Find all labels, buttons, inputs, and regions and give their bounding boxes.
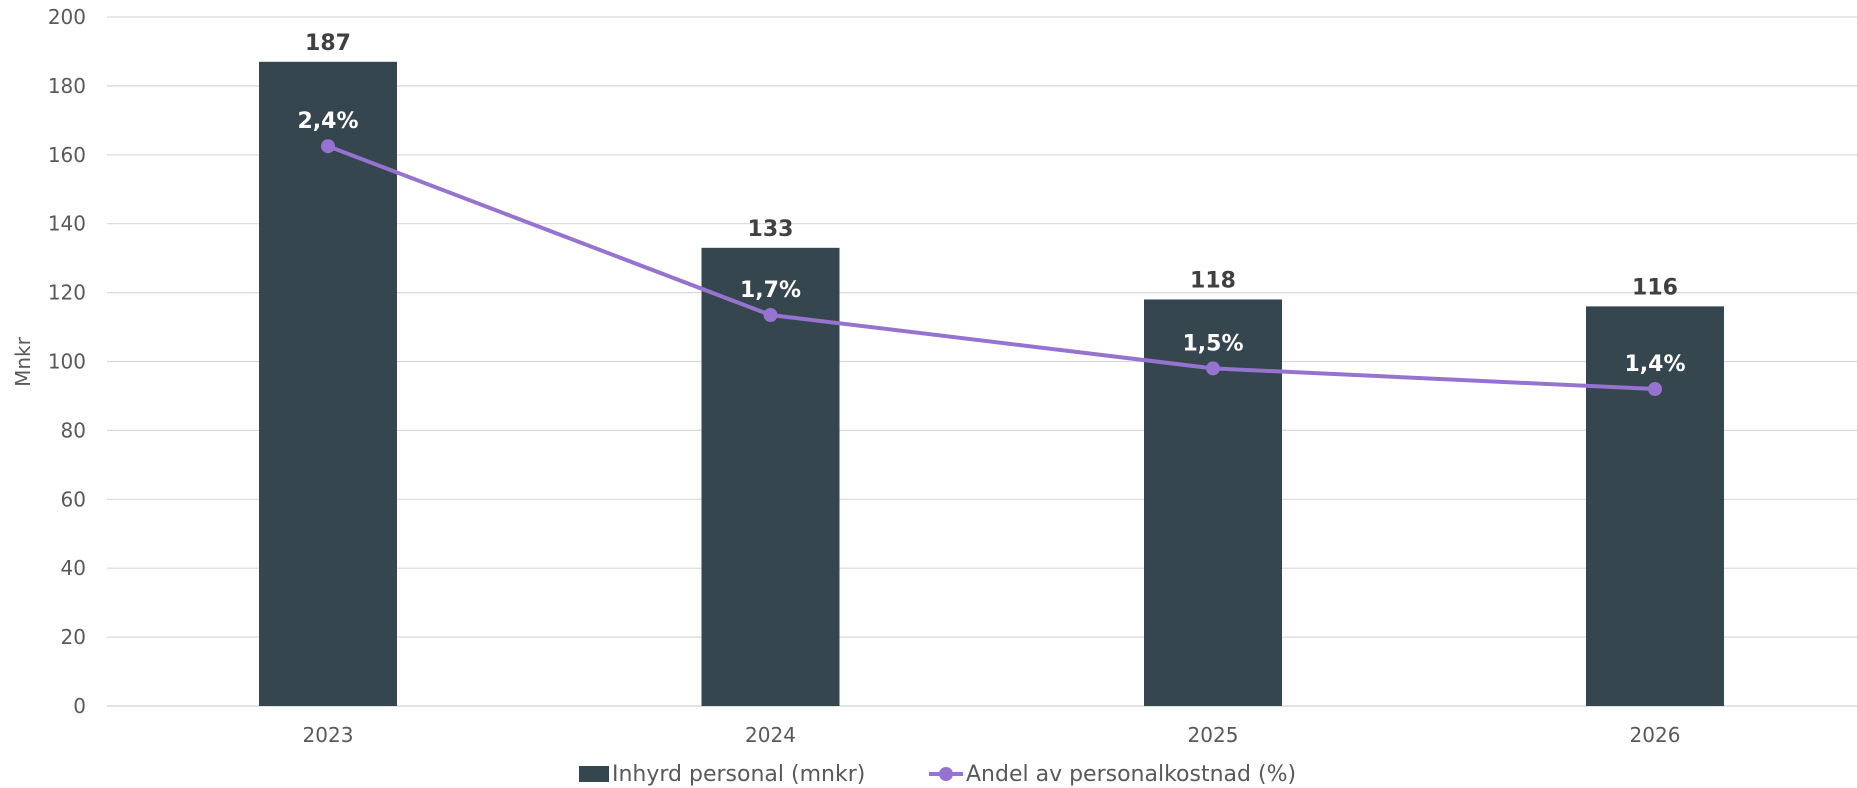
- legend-swatch-bar: [579, 766, 609, 782]
- x-tick-label: 2026: [1630, 723, 1681, 747]
- y-tick-label: 60: [61, 487, 86, 511]
- line-marker: [1648, 382, 1662, 397]
- x-tick-label: 2024: [745, 723, 796, 747]
- bar: [259, 61, 397, 707]
- line-path: [327, 144, 1656, 392]
- x-tick-label: 2023: [303, 723, 354, 747]
- legend: Inhyrd personal (mnkr) Andel av personal…: [579, 762, 1296, 787]
- y-tick-label: 200: [48, 5, 86, 29]
- line-data-label: 2,4%: [297, 109, 358, 134]
- y-tick-label: 140: [48, 212, 86, 236]
- line-marker: [1206, 361, 1220, 376]
- y-tick-label: 120: [48, 281, 86, 305]
- bar-data-label: 118: [1190, 268, 1236, 293]
- x-tick-label: 2025: [1188, 723, 1239, 747]
- y-tick-label: 160: [48, 143, 86, 167]
- line-marker: [763, 307, 778, 322]
- bar: [1586, 306, 1724, 706]
- y-tick-label: 100: [48, 350, 86, 374]
- bar: [1144, 299, 1282, 706]
- bar-series: 187 133 118 116: [259, 31, 1724, 707]
- y-axis-ticks: 0 20 40 60 80 100 120 140 160 180 200: [48, 5, 86, 718]
- line-data-label: 1,4%: [1624, 352, 1685, 377]
- y-tick-label: 20: [61, 625, 86, 649]
- y-axis-title: Mnkr: [11, 336, 35, 387]
- line-series: 2,4% 1,7% 1,5% 1,4%: [297, 109, 1686, 397]
- bar-data-label: 133: [748, 217, 794, 242]
- legend-label-line: Andel av personalkostnad (%): [966, 762, 1296, 787]
- line-data-label: 1,7%: [740, 278, 801, 303]
- legend-swatch-marker: [939, 767, 953, 781]
- gridlines: [107, 16, 1857, 707]
- bar: [701, 247, 840, 706]
- legend-label-bar: Inhyrd personal (mnkr): [612, 762, 865, 787]
- x-axis-ticks: 2023 2024 2025 2026: [303, 723, 1681, 747]
- line-data-label: 1,5%: [1182, 331, 1243, 356]
- y-tick-label: 80: [61, 418, 86, 442]
- bar-data-label: 116: [1632, 275, 1678, 300]
- bar-data-label: 187: [305, 31, 351, 56]
- line-marker: [321, 139, 335, 154]
- y-tick-label: 0: [73, 694, 86, 718]
- y-tick-label: 40: [61, 556, 86, 580]
- y-tick-label: 180: [48, 74, 86, 98]
